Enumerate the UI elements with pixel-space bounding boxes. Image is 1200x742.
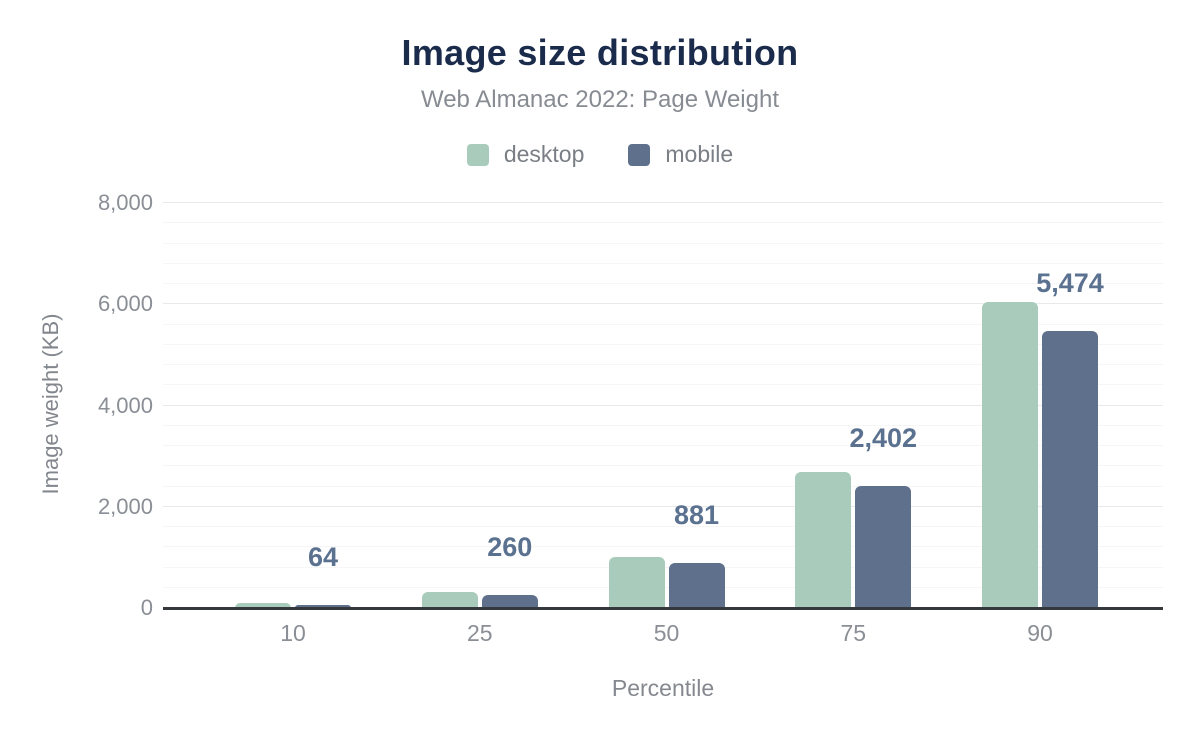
- legend-item-mobile[interactable]: mobile: [628, 141, 733, 168]
- gridline-minor: [163, 465, 1163, 467]
- bar-desktop-p25[interactable]: [421, 591, 478, 608]
- gridline-minor: [163, 424, 1163, 426]
- y-tick-label: 8,000: [97, 190, 153, 215]
- gridline-minor: [163, 364, 1163, 365]
- gridline-major: [163, 202, 1163, 203]
- legend-label-desktop: desktop: [503, 141, 585, 167]
- legend-label-mobile: mobile: [665, 141, 734, 167]
- gridline-major: [163, 303, 1163, 305]
- chart-subtitle: Web Almanac 2022: Page Weight: [420, 86, 779, 113]
- legend: desktop mobile: [0, 141, 1200, 168]
- y-tick-label: 6,000: [97, 291, 153, 317]
- legend-swatch-mobile-icon: [628, 143, 651, 166]
- gridline-minor: [163, 222, 1163, 224]
- plot-area: Percentile 64 10 260 25 881 50 2,402 75 5,474 90: [163, 202, 1163, 701]
- legend-item-desktop[interactable]: desktop: [466, 141, 585, 168]
- gridline-minor: [163, 242, 1163, 244]
- x-tick-label: 75: [840, 620, 867, 646]
- gridline-minor: [163, 526, 1163, 527]
- chart-title: Image size distribution: [401, 32, 799, 73]
- x-tick-label: 50: [653, 620, 680, 646]
- x-tick-label: 25: [466, 620, 493, 646]
- value-label-mobile-p10: 64: [307, 541, 339, 572]
- gridline-minor: [163, 384, 1163, 386]
- gridline-minor: [163, 343, 1163, 345]
- bar-mobile-p25[interactable]: [481, 594, 538, 608]
- bar-mobile-p75[interactable]: [855, 486, 912, 608]
- bar-mobile-p90[interactable]: [1042, 330, 1098, 608]
- bar-desktop-p50[interactable]: [608, 557, 665, 608]
- gridline-major: [163, 505, 1163, 507]
- x-axis-line: [163, 607, 1163, 610]
- gridline-minor: [163, 485, 1163, 487]
- y-tick-label: 2,000: [97, 493, 153, 519]
- gridline-minor: [163, 283, 1163, 284]
- value-label-mobile-p50: 881: [673, 500, 720, 531]
- gridline-minor: [163, 323, 1163, 325]
- x-tick-label: 90: [1027, 620, 1053, 646]
- value-label-mobile-p90: 5,474: [1036, 267, 1104, 298]
- value-label-mobile-p25: 260: [487, 531, 533, 562]
- bar-mobile-p10[interactable]: [295, 604, 351, 608]
- bar-desktop-p10[interactable]: [235, 603, 291, 608]
- gridline-minor: [163, 262, 1163, 264]
- x-tick-label: 10: [280, 620, 306, 646]
- bar-mobile-p50[interactable]: [668, 563, 725, 608]
- bar-desktop-p75[interactable]: [795, 472, 852, 608]
- x-axis-title: Percentile: [611, 675, 715, 701]
- y-tick-label: 0: [140, 595, 153, 620]
- gridline-minor: [163, 546, 1163, 548]
- y-tick-label: 4,000: [97, 392, 153, 418]
- legend-swatch-desktop-icon: [466, 143, 489, 166]
- gridline-minor: [163, 445, 1163, 446]
- bar-desktop-p90[interactable]: [982, 301, 1038, 608]
- gridline-major: [163, 404, 1163, 406]
- value-label-mobile-p75: 2,402: [849, 423, 918, 454]
